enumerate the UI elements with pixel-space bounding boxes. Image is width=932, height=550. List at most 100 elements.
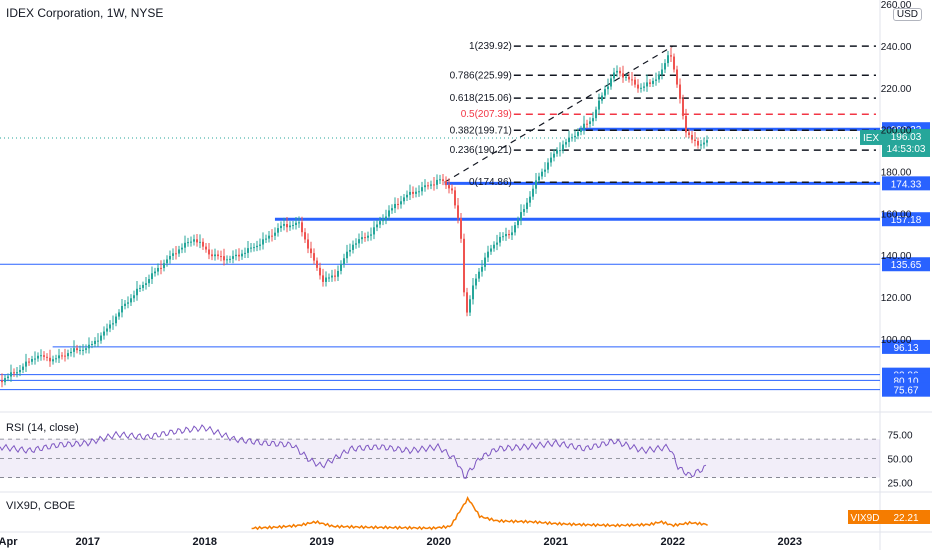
candle <box>10 372 12 377</box>
candle <box>283 223 285 226</box>
rsi-label: RSI (14, close) <box>6 422 79 434</box>
level-label: 75.67 <box>893 386 918 397</box>
candle <box>91 344 93 346</box>
candle <box>523 209 525 213</box>
candle <box>244 252 246 254</box>
chart-title: IDEX Corporation, 1W, NYSE <box>6 6 164 20</box>
price-tick-label: 120.00 <box>881 293 912 304</box>
candle <box>565 142 567 145</box>
candle <box>109 324 111 329</box>
level-tag <box>882 212 930 227</box>
candle <box>637 84 639 89</box>
candle <box>112 323 114 325</box>
candle <box>277 228 279 233</box>
price-tick-label: 260.00 <box>881 0 912 11</box>
price-axis: 260.00 240.00 220.00 200.00 180.00 160.00 140.… <box>881 0 912 346</box>
candle <box>124 303 126 306</box>
candle <box>286 223 288 228</box>
candle <box>475 278 477 286</box>
candle <box>7 376 9 379</box>
candle <box>667 55 669 64</box>
candle <box>301 222 303 233</box>
last-price-label: 196.03 <box>891 132 922 143</box>
candle <box>613 72 615 79</box>
candle <box>64 355 66 357</box>
candle <box>97 340 99 342</box>
candle <box>634 79 636 85</box>
candle <box>487 251 489 258</box>
candle <box>373 227 375 235</box>
candle <box>541 171 543 177</box>
candle <box>289 225 291 228</box>
candle <box>442 179 444 182</box>
vix-value-tag <box>882 510 930 524</box>
candle <box>550 157 552 163</box>
candle <box>496 242 498 245</box>
currency-badge[interactable]: USD <box>892 8 922 21</box>
candle <box>310 248 312 254</box>
candle <box>469 299 471 313</box>
candle <box>271 235 273 237</box>
candle <box>529 196 531 203</box>
candle <box>448 185 450 189</box>
candle <box>238 254 240 257</box>
candle <box>499 236 501 243</box>
fib-retracement: 1(239.92) 0.786(225.99) 0.618(215.06) 0.5(2… <box>444 41 876 188</box>
level-label: 174.33 <box>891 179 922 190</box>
candle <box>46 356 48 358</box>
candle <box>232 256 234 259</box>
candle <box>40 355 42 357</box>
candle <box>151 273 153 280</box>
candle <box>163 263 165 269</box>
candle <box>403 197 405 202</box>
candle <box>367 235 369 238</box>
price-tick-label: 200.00 <box>881 126 912 137</box>
candle <box>172 253 174 256</box>
candle <box>646 82 648 87</box>
candle <box>439 179 441 181</box>
candle <box>535 180 537 189</box>
symbol-tag <box>860 129 882 145</box>
candle <box>484 257 486 267</box>
fib-label: 0.236(190.21) <box>450 145 512 156</box>
candle <box>325 277 327 282</box>
candle <box>157 267 159 272</box>
candle <box>115 316 117 324</box>
price-tick-label: 140.00 <box>881 251 912 262</box>
candle <box>193 239 195 242</box>
candle <box>526 202 528 210</box>
candle <box>217 254 219 257</box>
candle <box>346 251 348 259</box>
candle <box>472 285 474 300</box>
candle <box>67 353 69 357</box>
candle <box>31 358 33 362</box>
fib-label: 0.618(215.06) <box>450 93 512 104</box>
candle <box>574 135 576 138</box>
time-tick-label: 2020 <box>427 536 451 548</box>
candle <box>22 366 24 370</box>
time-tick-label: 2022 <box>661 536 685 548</box>
candle <box>295 222 297 226</box>
candle <box>16 372 18 374</box>
candle <box>616 70 618 73</box>
candle <box>532 188 534 197</box>
candle <box>322 275 324 282</box>
candle <box>292 225 294 227</box>
level-tag <box>882 382 930 397</box>
candle <box>85 348 87 350</box>
time-tick-label: 2019 <box>310 536 334 548</box>
candle <box>685 115 687 133</box>
candle <box>412 191 414 194</box>
candle <box>481 266 483 272</box>
candle <box>88 344 90 349</box>
candle <box>478 271 480 279</box>
candle <box>328 277 330 279</box>
candle <box>82 349 84 351</box>
fib-label: 0.382(199.71) <box>450 125 512 136</box>
candle <box>181 247 183 250</box>
level-tag <box>882 339 930 354</box>
candle <box>409 191 411 195</box>
